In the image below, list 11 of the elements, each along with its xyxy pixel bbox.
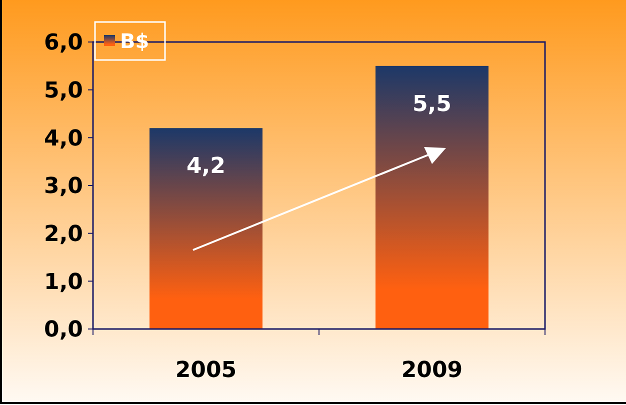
y-tick-label: 3,0 bbox=[44, 174, 83, 200]
x-tick-label: 2005 bbox=[175, 358, 237, 383]
y-tick-label: 2,0 bbox=[44, 222, 83, 248]
y-tick-label: 6,0 bbox=[44, 30, 83, 56]
data-label: 5,5 bbox=[412, 92, 452, 117]
y-tick-label: 5,0 bbox=[44, 78, 83, 104]
data-label: 4,2 bbox=[186, 154, 226, 180]
y-tick-label: 4,0 bbox=[44, 126, 83, 152]
y-tick-label: 1,0 bbox=[44, 270, 83, 295]
x-tick-label: 2009 bbox=[401, 358, 463, 383]
y-tick-label: 0,0 bbox=[44, 318, 83, 343]
